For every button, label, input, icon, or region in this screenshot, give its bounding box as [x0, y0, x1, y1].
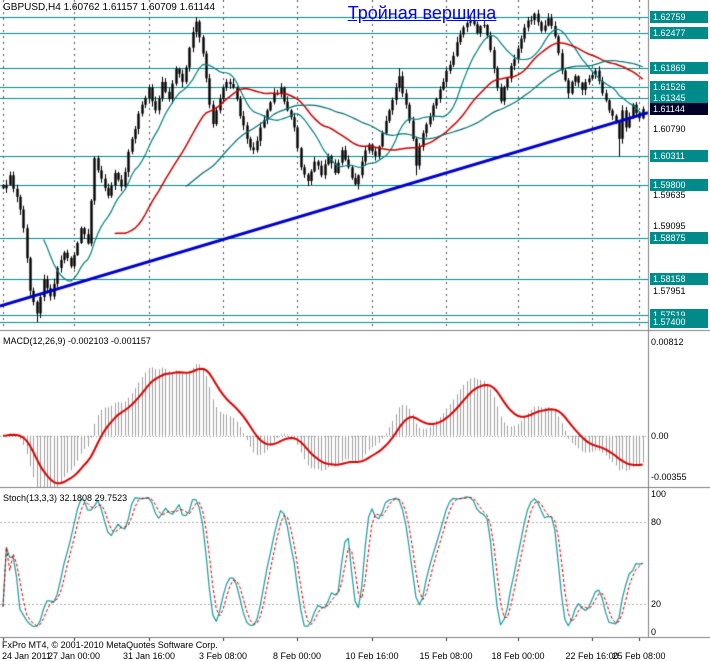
price-level-label: 1.58158: [650, 273, 708, 285]
triple-top-annotation[interactable]: Тройная вершина: [347, 3, 497, 23]
price-level-label: 1.58875: [650, 232, 708, 244]
price-level-label: 1.62477: [650, 27, 708, 39]
time-axis-label: 22 Feb 16:00: [565, 651, 619, 661]
time-axis-label: 27 Jan 00:00: [47, 651, 101, 661]
time-axis-label: 3 Feb 08:00: [198, 651, 248, 661]
time-axis-label: 18 Feb 00:00: [491, 651, 545, 661]
price-grid-label: 1.59635: [653, 190, 686, 200]
price-level-label: 1.61345: [650, 92, 708, 104]
chart-symbol-title: GBPUSD,H4 1.60762 1.61157 1.60709 1.6114…: [3, 2, 216, 13]
stoch-axis-label: 100: [651, 489, 667, 499]
price-grid-label: 1.60790: [653, 124, 686, 134]
stoch-axis-label: 0: [651, 627, 657, 637]
macd-axis-label: 0.00: [651, 431, 669, 441]
macd-axis-label: 0.00812: [651, 337, 684, 347]
stoch-axis-label: 80: [651, 517, 662, 527]
time-axis-label: 10 Feb 16:00: [345, 651, 399, 661]
time-axis-label: 24 Jan 2011: [2, 651, 51, 661]
price-grid-label: 1.57951: [653, 286, 686, 296]
time-axis-label: 15 Feb 08:00: [419, 651, 473, 661]
price-level-label: 1.61869: [650, 62, 708, 74]
time-axis-label: 25 Feb 08:00: [612, 651, 666, 661]
price-level-label: 1.59800: [650, 179, 708, 191]
price-grid-label: 1.59095: [653, 221, 686, 231]
price-level-label: 1.57400: [650, 316, 708, 328]
price-level-label: 1.62759: [650, 11, 708, 23]
stoch-axis-label: 20: [651, 599, 662, 609]
bid-price-label: 1.61144: [650, 103, 708, 115]
stoch-indicator-label: Stoch(13,3,3) 32.1808 29.7523: [3, 493, 128, 503]
time-axis-label: 8 Feb 00:00: [272, 651, 322, 661]
macd-axis-label: -0.00355: [651, 472, 687, 482]
copyright-footer: FxPro MT4, © 2001-2010 MetaQuotes Softwa…: [2, 640, 218, 650]
time-axis-label: 31 Jan 16:00: [122, 651, 176, 661]
macd-indicator-label: MACD(12,26,9) -0.002103 -0.001157: [3, 336, 151, 346]
price-level-label: 1.61526: [650, 81, 708, 93]
price-level-label: 1.60311: [650, 150, 708, 162]
